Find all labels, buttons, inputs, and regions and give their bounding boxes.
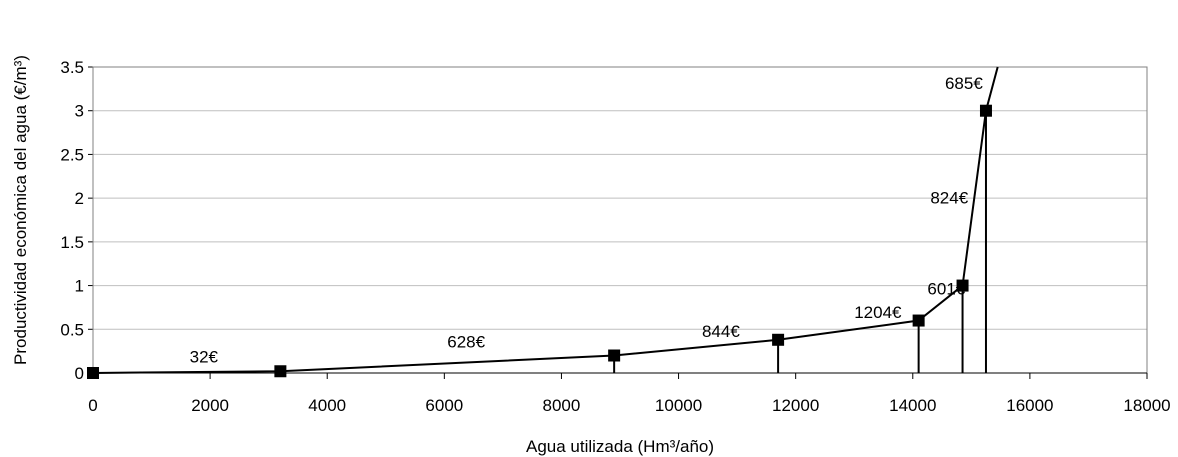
gridlines <box>88 66 1147 374</box>
x-axis-title: Agua utilizada (Hm³/año) <box>526 437 714 456</box>
x-tick-label: 16000 <box>1006 396 1053 415</box>
y-tick-label: 0 <box>75 364 84 383</box>
series-line <box>92 66 999 374</box>
data-point-marker <box>979 104 992 117</box>
x-tick-label: 0 <box>88 396 97 415</box>
cost-annotation: 824€ <box>930 188 968 207</box>
x-tick-label: 2000 <box>191 396 229 415</box>
cost-annotation: 601€ <box>927 279 965 298</box>
y-axis-title: Productividad económica del agua (€/m³) <box>11 55 30 365</box>
x-tick-label: 6000 <box>425 396 463 415</box>
data-point-marker <box>956 279 969 292</box>
cost-annotation: 685€ <box>945 74 983 93</box>
y-tick-label: 2 <box>75 189 84 208</box>
data-point-marker <box>87 367 99 379</box>
cost-annotation: 1204€ <box>854 303 902 322</box>
cost-annotation: 32€ <box>190 348 219 367</box>
x-axis-tick-labels: 0 2000 4000 6000 8000 10000 12000 14000 16000 180… <box>88 396 1170 415</box>
x-tick-label: 8000 <box>543 396 581 415</box>
y-tick-label: 3 <box>75 102 84 121</box>
series-markers <box>87 104 992 379</box>
y-tick-label: 2.5 <box>60 145 84 164</box>
data-point-marker <box>772 333 785 346</box>
x-tick-label: 10000 <box>655 396 702 415</box>
cost-annotation: 628€ <box>447 333 485 352</box>
x-tick-label: 12000 <box>772 396 819 415</box>
y-tick-label: 1.5 <box>60 233 84 252</box>
cost-annotation: 844€ <box>702 322 740 341</box>
data-point-marker <box>912 314 925 327</box>
x-tick-label: 14000 <box>889 396 936 415</box>
data-point-marker <box>608 349 621 362</box>
y-tick-label: 1 <box>75 277 84 296</box>
x-axis-tick-marks <box>92 372 1148 379</box>
data-point-marker <box>274 365 287 378</box>
y-tick-label: 3.5 <box>60 58 84 77</box>
annotations: 32€ 628€ 844€ 1204€ 601€ 824€ 685€ <box>190 74 984 367</box>
y-tick-label: 0.5 <box>60 320 84 339</box>
y-axis-tick-labels: 0 0.5 1 1.5 2 2.5 3 3.5 <box>60 58 84 383</box>
x-tick-label: 18000 <box>1123 396 1170 415</box>
x-tick-label: 4000 <box>308 396 346 415</box>
